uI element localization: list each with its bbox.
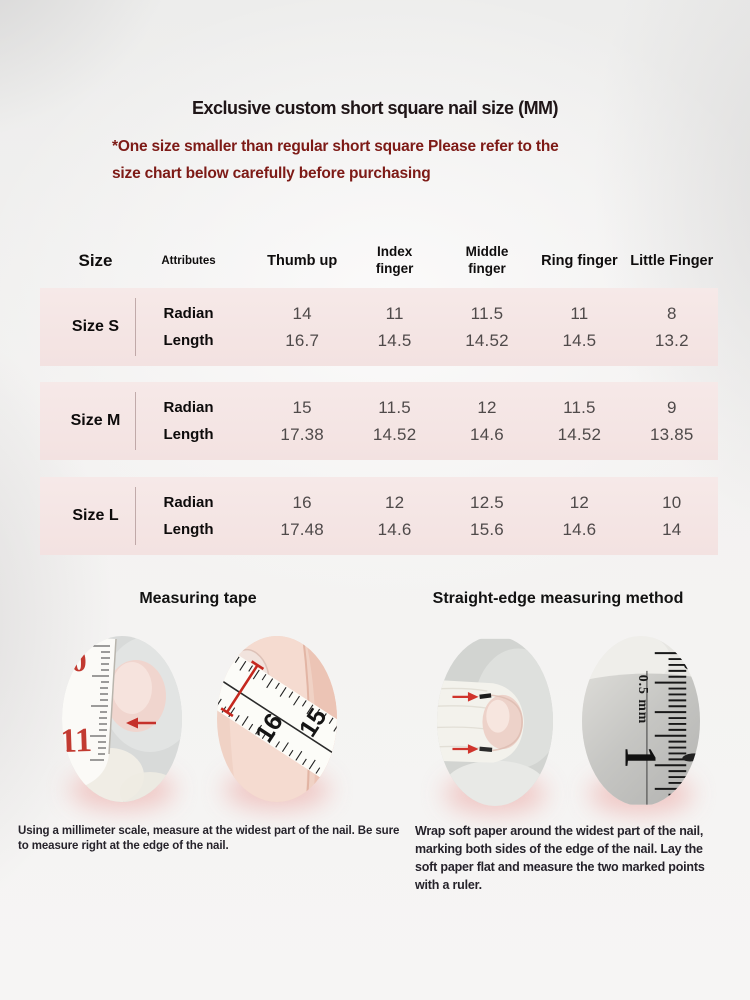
table-row-size-s: Size S Radian Length 14 16.7 11 14.5 11.5 1… — [40, 288, 718, 366]
col-header-little: Little Finger — [630, 253, 714, 269]
red-ruler-mark-icon — [220, 660, 265, 718]
value-radian: 11.5 — [470, 303, 504, 323]
value-length: 14.6 — [562, 519, 597, 539]
radian-label: Radian — [163, 398, 214, 416]
pen-mark-bottom — [479, 746, 493, 753]
value-length: 14.52 — [465, 330, 509, 350]
table-row-size-m: Size M Radian Length 15 17.38 11.5 14.52 1… — [40, 382, 718, 460]
value-radian: 8 — [666, 303, 677, 323]
value-length: 13.85 — [650, 424, 694, 444]
value-radian: 11 — [570, 303, 589, 323]
value-length: 13.2 — [654, 330, 689, 350]
value-length: 14.52 — [557, 424, 602, 444]
value-length: 17.48 — [280, 519, 324, 539]
photo-ruler: 0.5 mm 1 — [582, 636, 700, 814]
radian-label: Radian — [163, 493, 214, 511]
warning-subtitle-line1: *One size smaller than regular short squ… — [112, 138, 559, 155]
length-label: Length — [163, 520, 214, 538]
value-length: 14 — [662, 519, 682, 539]
col-header-size: Size — [78, 251, 113, 270]
tape-ticks — [90, 645, 110, 761]
warning-subtitle: *One size smaller than regular short squ… — [112, 133, 592, 187]
value-length: 15.6 — [470, 519, 504, 539]
value-radian: 11 — [385, 303, 404, 323]
value-radian: 15 — [292, 397, 312, 417]
value-length: 14.6 — [377, 519, 412, 539]
value-length: 14.52 — [372, 424, 417, 444]
length-label: Length — [163, 331, 214, 349]
caption-straight-edge: Straight-edge measuring method — [432, 590, 684, 607]
ruler-photo: 0.5 mm 1 — [582, 636, 700, 805]
ruler-method-note: Wrap soft paper around the widest part o… — [415, 824, 705, 892]
size-table-header: Size Attributes Thumb up Index finger Mi… — [40, 237, 718, 285]
value-length: 14.6 — [470, 424, 504, 444]
row-divider-line — [135, 298, 136, 356]
col-header-index: Index finger — [375, 244, 414, 276]
col-header-attributes: Attributes — [161, 255, 216, 267]
row-size-label: Size L — [72, 507, 119, 524]
page-title: Exclusive custom short square nail size … — [191, 98, 559, 118]
ruler-unit-label: 0.5 mm — [636, 675, 651, 724]
svg-text:10: 10 — [62, 642, 88, 680]
red-arrow-icon — [452, 744, 479, 754]
tape-scale-photo: 10 11 — [62, 636, 182, 802]
tape-wrap-photo: 15 16 — [217, 636, 337, 802]
photo-tape-wrap: 15 16 — [217, 636, 337, 810]
tape-method-note: Using a millimeter scale, measure at the… — [18, 825, 400, 852]
row-divider-line — [135, 392, 136, 450]
row-size-label: Size S — [71, 318, 120, 335]
caption-measuring-tape: Measuring tape — [139, 590, 257, 607]
photo-paper-wrap — [437, 636, 553, 814]
pen-mark-top — [479, 693, 492, 699]
value-length: 17.38 — [280, 424, 324, 444]
radian-label: Radian — [163, 304, 214, 322]
value-radian: 9 — [666, 397, 677, 417]
table-row-size-l: Size L Radian Length 16 17.48 12 14.6 12.5… — [40, 477, 718, 555]
value-radian: 12 — [384, 492, 405, 512]
value-radian: 11.5 — [563, 397, 596, 417]
ruler-number: 1 — [615, 746, 665, 769]
svg-text:11: 11 — [62, 722, 93, 760]
value-radian: 16 — [292, 492, 312, 512]
col-header-thumb: Thumb up — [267, 253, 338, 269]
col-header-middle: Middle finger — [465, 244, 509, 276]
row-size-label: Size M — [70, 412, 121, 429]
length-label: Length — [163, 425, 214, 443]
warning-subtitle-line2: size chart below carefully before purcha… — [112, 165, 431, 182]
red-arrow-icon — [452, 692, 479, 702]
value-radian: 12.5 — [470, 492, 504, 512]
photo-tape-scale: 10 11 — [62, 636, 182, 810]
value-radian: 12 — [569, 492, 590, 512]
value-length: 14.5 — [377, 330, 412, 350]
ruler-ticks — [654, 652, 687, 796]
value-length: 16.7 — [285, 330, 320, 350]
value-radian: 12 — [477, 397, 497, 417]
value-radian: 11.5 — [378, 397, 411, 417]
paper-wrap-photo — [437, 638, 553, 806]
value-radian: 14 — [292, 303, 312, 323]
value-length: 14.5 — [562, 330, 597, 350]
row-divider-line — [135, 487, 136, 545]
wrapped-tape: 15 16 — [217, 636, 337, 794]
value-radian: 10 — [662, 492, 682, 512]
col-header-ring: Ring finger — [541, 253, 618, 269]
measuring-tape — [62, 636, 116, 788]
red-arrow-icon — [126, 717, 156, 729]
